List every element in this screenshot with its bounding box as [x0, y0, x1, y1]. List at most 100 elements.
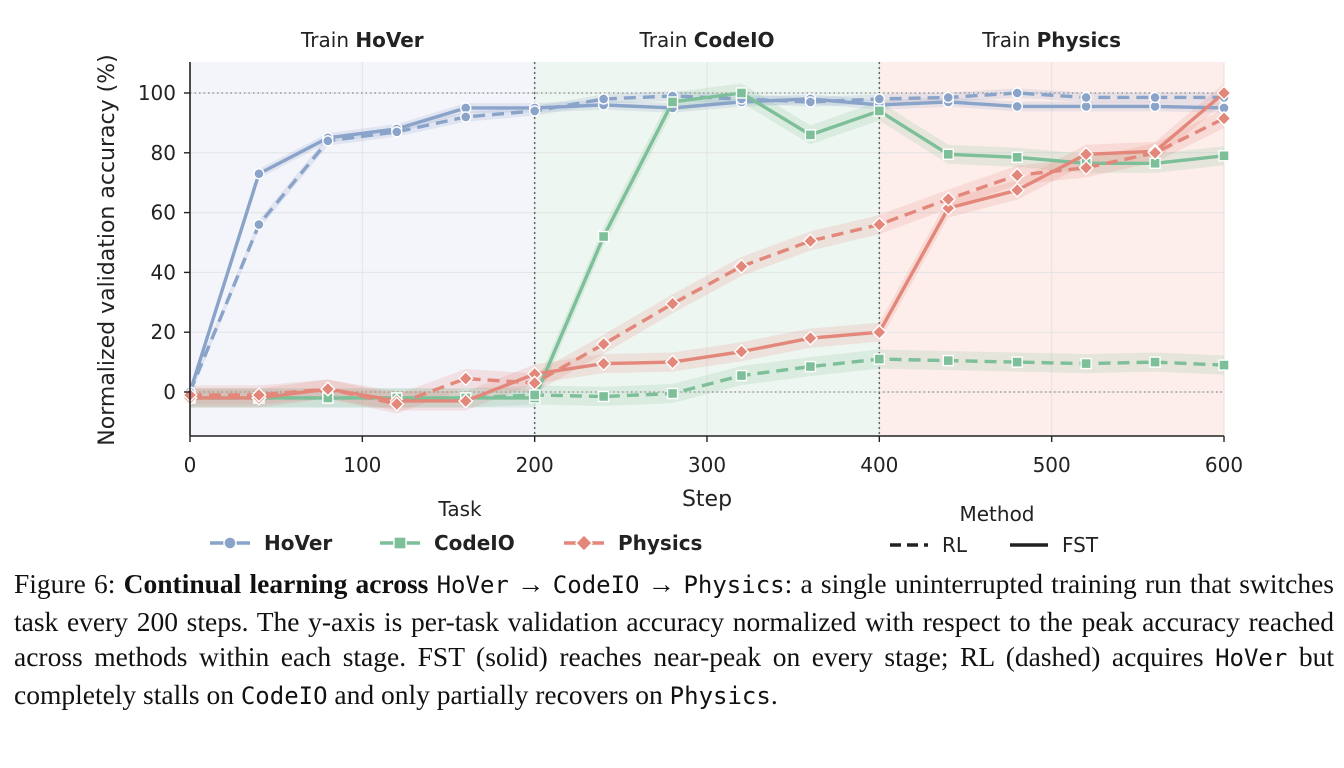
data-point — [735, 369, 748, 382]
band-physics-rl — [190, 108, 1224, 414]
data-point — [1216, 85, 1232, 101]
data-point — [1147, 145, 1163, 161]
data-point — [1011, 100, 1023, 113]
x-tick-label: 200 — [516, 453, 554, 477]
legend-label-codeio: CodeIO — [434, 531, 515, 555]
data-point — [389, 396, 405, 412]
x-axis-label: Step — [682, 487, 732, 512]
x-tick-label: 0 — [184, 453, 197, 477]
legend-marker-hover — [223, 536, 237, 550]
legend-label-rl: RL — [942, 533, 968, 557]
data-point — [1080, 357, 1092, 370]
data-point — [871, 216, 888, 233]
data-point — [1218, 150, 1230, 162]
legend-task-title: Task — [437, 497, 482, 521]
continual-learning-chart: 0 100 200 300 400 500 600 0 20 40 60 80 100 Train Ho… — [95, 28, 1243, 557]
data-point — [322, 135, 334, 147]
data-point — [1218, 359, 1230, 371]
data-point — [320, 381, 336, 397]
data-point — [391, 126, 403, 138]
data-point — [735, 87, 748, 99]
legend-marker-physics — [574, 533, 594, 553]
stage-titles: Train HoVer Train CodeIO Train Physics — [300, 28, 1121, 52]
data-point — [940, 191, 957, 207]
data-point — [942, 354, 954, 367]
y-tick-label: 60 — [151, 201, 176, 225]
stage-title-prefix: Train — [300, 28, 355, 52]
caption-mono-codeio: CodeIO — [240, 681, 328, 710]
caption-text: . — [770, 678, 778, 710]
legend: Task HoVer CodeIO Physics Method RL FST — [210, 497, 1099, 557]
legend-label-hover: HoVer — [264, 531, 332, 555]
caption-text: : a single uninterrupted training run th… — [14, 568, 1334, 672]
data-point — [664, 296, 681, 312]
y-axis-label: Normalized validation accuracy (%) — [95, 54, 120, 445]
caption-text: but completely stalls on — [14, 641, 1335, 710]
data-point — [595, 355, 612, 372]
legend-label-fst: FST — [1062, 533, 1099, 557]
data-point — [942, 148, 954, 160]
stage-title-prefix: Train — [638, 28, 693, 52]
figure-caption: Figure 6: Continual learning across HoVe… — [14, 566, 1334, 714]
data-point — [942, 91, 954, 104]
series-physics-rl — [182, 110, 1232, 412]
caption-arrow: → — [639, 568, 684, 599]
confidence-bands — [190, 83, 1224, 414]
data-point — [457, 370, 474, 387]
x-tick-label: 300 — [688, 453, 726, 477]
data-point — [1216, 110, 1232, 127]
data-point — [253, 218, 265, 231]
data-point — [597, 230, 610, 243]
data-point — [666, 387, 679, 400]
data-point — [528, 389, 541, 401]
data-point — [1009, 167, 1025, 183]
data-point — [940, 200, 957, 216]
stage-title-hover: Train HoVer — [300, 28, 424, 52]
data-point — [873, 93, 886, 105]
legend-label-physics: Physics — [618, 531, 702, 555]
caption-title: Continual learning across — [123, 568, 437, 599]
stage-title-name: CodeIO — [694, 28, 775, 52]
legend-method-title: Method — [959, 502, 1034, 526]
series-line — [188, 97, 1225, 393]
y-tick-label: 80 — [151, 141, 176, 165]
series-lines — [182, 85, 1232, 412]
stage-title-name: HoVer — [355, 28, 423, 52]
x-tick-label: 600 — [1205, 453, 1243, 477]
data-point — [1011, 87, 1023, 99]
caption-mono-hover: HoVer — [1215, 644, 1288, 672]
caption-seq-physics: Physics — [683, 571, 785, 599]
caption-label: Figure 6: — [14, 568, 124, 599]
data-point — [804, 96, 817, 108]
stage-title-prefix: Train — [981, 28, 1036, 52]
data-point — [457, 393, 474, 409]
data-point — [251, 387, 267, 403]
data-point — [1149, 356, 1161, 368]
data-point — [595, 336, 612, 352]
x-tick-label: 500 — [1033, 453, 1071, 477]
x-tick-label: 400 — [860, 453, 898, 477]
data-point — [804, 129, 817, 141]
data-point — [528, 105, 541, 117]
legend-marker-codeio — [393, 536, 407, 550]
data-point — [1080, 91, 1092, 104]
data-point — [253, 168, 265, 180]
y-tick-label: 0 — [163, 380, 176, 404]
data-point — [802, 330, 819, 346]
caption-seq-codeio: CodeIO — [552, 571, 640, 599]
y-tick-label: 40 — [151, 260, 176, 284]
data-point — [733, 258, 750, 275]
stage-title-name: Physics — [1037, 28, 1121, 52]
y-tick-label: 100 — [138, 81, 176, 105]
data-point — [664, 354, 681, 370]
caption-mono-physics: Physics — [669, 681, 771, 710]
data-point — [1011, 151, 1023, 163]
data-point — [1009, 182, 1025, 198]
band-codeio-fst — [190, 83, 1224, 408]
band-codeio-rl — [190, 349, 1224, 408]
stage-title-physics: Train Physics — [981, 28, 1121, 52]
data-point — [873, 353, 886, 365]
caption-arrow: → — [508, 568, 553, 599]
axes: 0 100 200 300 400 500 600 0 20 40 60 80 100 — [138, 62, 1243, 477]
data-point — [597, 390, 610, 403]
